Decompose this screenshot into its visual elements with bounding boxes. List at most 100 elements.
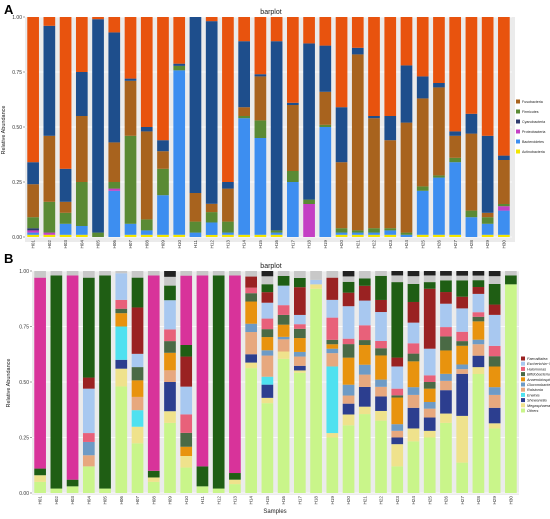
y-tick-label: 0.25 [19, 435, 29, 441]
bar-segment [108, 17, 121, 33]
y-tick-label: 0.00 [12, 235, 22, 241]
bar-segment [498, 204, 510, 207]
bar-segment [147, 271, 160, 276]
bar-segment [423, 417, 436, 431]
bar-segment [342, 271, 355, 277]
bar-segment [27, 232, 39, 235]
bar-segment [488, 304, 501, 315]
x-tick-label: H24 [411, 496, 416, 505]
bar-segment [238, 234, 250, 237]
bar-segment [326, 437, 339, 493]
bar-segment [43, 232, 56, 235]
legend-swatch [521, 356, 525, 361]
bar-segment [27, 228, 39, 231]
bar-segment [261, 384, 274, 398]
bar-segment [423, 382, 436, 389]
bar-segment [505, 275, 517, 285]
bar-segment [124, 17, 137, 79]
x-tick-label: H19 [323, 240, 328, 249]
panel-b-x-axis-label: Samples [263, 509, 286, 515]
bar-segment [131, 277, 144, 308]
legend-swatch [521, 403, 525, 408]
panel-b-title: barplot [260, 263, 281, 270]
bar-segment [456, 462, 469, 493]
bar-segment [164, 329, 176, 342]
bar-segment [423, 348, 436, 376]
x-tick-label: H04 [79, 240, 84, 249]
bar-segment [270, 41, 283, 231]
bar-segment [407, 428, 420, 442]
bar-segment [456, 331, 469, 342]
bar-segment [261, 376, 274, 385]
bar-segment [294, 324, 306, 329]
bar-segment [173, 70, 186, 235]
bar-segment [465, 113, 478, 134]
bar-segment [245, 301, 257, 324]
bar-segment [319, 127, 332, 237]
legend-swatch [516, 139, 520, 144]
bar-segment [384, 140, 397, 229]
bar-segment [180, 386, 193, 415]
bar-segment [75, 234, 88, 237]
bar-segment [43, 135, 56, 202]
bar-segment [440, 390, 452, 414]
bar-segment [180, 275, 193, 345]
x-tick-label: H23 [395, 496, 400, 505]
bar-segment [196, 275, 209, 467]
bar-segment [277, 351, 290, 359]
bar-segment [433, 83, 445, 88]
bar-segment [50, 271, 63, 276]
bar-segment [488, 366, 501, 388]
x-tick-label: H05 [103, 496, 108, 505]
x-tick-label: H04 [86, 496, 91, 505]
bar-segment [335, 234, 348, 237]
y-tick-label: 0.75 [19, 324, 29, 330]
bar-segment [43, 25, 56, 136]
bar-segment [440, 380, 452, 391]
bar-segment [164, 422, 176, 493]
bar-segment [407, 301, 420, 323]
bar-segment [342, 357, 355, 385]
bar-segment [368, 232, 380, 235]
x-tick-label: H20 [346, 496, 351, 505]
legend-label: Firmicutes [522, 110, 539, 114]
bar-segment [449, 162, 462, 235]
bar-segment [358, 406, 371, 415]
x-tick-label: H26 [437, 240, 442, 249]
bar-segment [245, 368, 257, 493]
bar-segment [440, 292, 452, 304]
bar-segment [180, 345, 193, 357]
bar-segment [254, 234, 267, 237]
bar-segment [294, 370, 306, 373]
bar-segment [407, 441, 420, 493]
bar-segment [261, 302, 274, 319]
bar-segment [277, 275, 290, 286]
bar-segment [368, 116, 380, 119]
bar-segment [384, 230, 397, 235]
bar-segment [277, 314, 290, 325]
legend-swatch [516, 129, 520, 134]
y-tick-label: 0.75 [12, 70, 22, 76]
bar-segment [358, 414, 371, 493]
bar-segment [342, 276, 355, 282]
bar-segment [131, 396, 144, 411]
x-tick-label: H06 [112, 240, 117, 249]
legend-swatch [521, 372, 525, 377]
bar-segment [310, 284, 322, 289]
bar-segment [157, 17, 169, 141]
bar-segment [358, 325, 371, 341]
bar-segment [229, 473, 241, 480]
x-tick-label: H17 [290, 240, 295, 249]
bar-segment [222, 234, 234, 237]
bar-segment [433, 177, 445, 235]
bar-segment [82, 433, 95, 442]
panel-a-y-ticks: 0.00 0.25 0.50 0.75 1.00 [12, 15, 25, 241]
bar-segment [456, 308, 469, 332]
bar-segment [400, 65, 413, 123]
x-tick-label: H27 [460, 496, 465, 505]
bar-segment [180, 414, 193, 433]
bar-segment [34, 277, 46, 469]
legend-swatch [516, 119, 520, 124]
bar-segment [326, 299, 339, 318]
bar-segment [43, 17, 56, 26]
